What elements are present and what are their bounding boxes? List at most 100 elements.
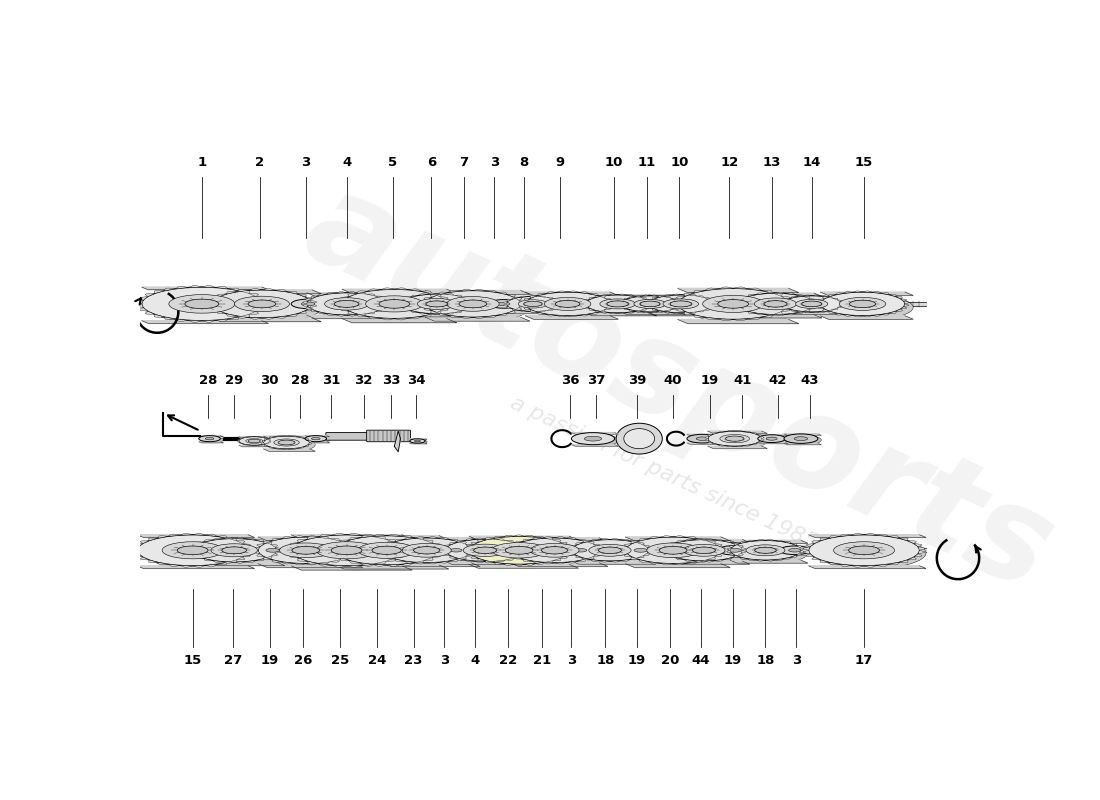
Polygon shape <box>597 310 605 312</box>
Polygon shape <box>742 431 750 433</box>
Ellipse shape <box>249 439 261 442</box>
Polygon shape <box>730 540 807 543</box>
Polygon shape <box>441 547 447 550</box>
Polygon shape <box>254 547 260 550</box>
Polygon shape <box>306 298 312 301</box>
Polygon shape <box>428 293 437 294</box>
Polygon shape <box>337 300 344 304</box>
Polygon shape <box>840 304 844 306</box>
Ellipse shape <box>544 298 591 310</box>
Polygon shape <box>205 540 213 542</box>
Polygon shape <box>757 539 766 541</box>
Polygon shape <box>306 536 318 538</box>
Polygon shape <box>620 550 627 554</box>
Polygon shape <box>471 556 478 558</box>
Polygon shape <box>469 536 579 540</box>
Text: 27: 27 <box>223 654 242 667</box>
Polygon shape <box>781 296 790 300</box>
Polygon shape <box>510 563 608 566</box>
Ellipse shape <box>720 546 755 556</box>
Polygon shape <box>647 550 652 553</box>
Polygon shape <box>249 311 258 314</box>
Polygon shape <box>368 317 381 319</box>
Polygon shape <box>236 290 249 292</box>
Polygon shape <box>618 304 621 306</box>
Polygon shape <box>385 304 390 307</box>
Text: 5: 5 <box>388 156 397 169</box>
Polygon shape <box>255 555 293 556</box>
Polygon shape <box>245 561 255 562</box>
Polygon shape <box>748 559 757 561</box>
Polygon shape <box>395 554 404 558</box>
Ellipse shape <box>784 434 818 443</box>
Polygon shape <box>264 449 316 451</box>
Ellipse shape <box>686 434 717 443</box>
Polygon shape <box>236 316 249 318</box>
Polygon shape <box>373 534 387 536</box>
Polygon shape <box>506 296 565 298</box>
Polygon shape <box>708 299 714 302</box>
Polygon shape <box>168 564 180 566</box>
Polygon shape <box>791 310 798 311</box>
Polygon shape <box>400 550 407 554</box>
Ellipse shape <box>221 294 321 322</box>
Polygon shape <box>646 299 651 302</box>
Polygon shape <box>559 302 562 304</box>
Polygon shape <box>572 433 618 434</box>
Ellipse shape <box>506 296 560 311</box>
Polygon shape <box>228 538 236 541</box>
Polygon shape <box>449 539 459 542</box>
Polygon shape <box>544 538 552 540</box>
Polygon shape <box>411 311 419 313</box>
Polygon shape <box>263 557 272 560</box>
Polygon shape <box>748 311 757 314</box>
Polygon shape <box>282 562 294 564</box>
Polygon shape <box>514 298 521 301</box>
Polygon shape <box>342 318 456 322</box>
Polygon shape <box>664 297 671 298</box>
Ellipse shape <box>352 294 456 322</box>
Ellipse shape <box>440 546 471 554</box>
Polygon shape <box>188 550 194 554</box>
Polygon shape <box>333 554 341 558</box>
Polygon shape <box>552 540 561 542</box>
Polygon shape <box>465 544 473 547</box>
Polygon shape <box>381 554 388 557</box>
Polygon shape <box>786 300 794 304</box>
Polygon shape <box>272 560 282 562</box>
Polygon shape <box>340 558 350 561</box>
Polygon shape <box>820 538 829 541</box>
Text: 3: 3 <box>792 654 801 667</box>
Polygon shape <box>139 308 147 311</box>
Polygon shape <box>305 445 309 446</box>
Polygon shape <box>223 562 234 563</box>
Polygon shape <box>134 543 143 547</box>
Polygon shape <box>402 294 480 297</box>
Text: 20: 20 <box>661 654 679 667</box>
Polygon shape <box>786 304 794 308</box>
Polygon shape <box>664 312 672 313</box>
Ellipse shape <box>488 299 519 308</box>
Polygon shape <box>366 294 375 296</box>
Polygon shape <box>779 554 813 556</box>
Ellipse shape <box>673 542 750 564</box>
Polygon shape <box>837 300 842 302</box>
Polygon shape <box>804 295 812 296</box>
FancyBboxPatch shape <box>366 430 410 442</box>
Polygon shape <box>382 538 480 542</box>
Ellipse shape <box>315 296 395 318</box>
Polygon shape <box>732 542 738 545</box>
Polygon shape <box>520 545 526 547</box>
Polygon shape <box>862 291 872 292</box>
Polygon shape <box>714 560 723 562</box>
Polygon shape <box>382 563 480 566</box>
Ellipse shape <box>459 300 486 308</box>
Polygon shape <box>697 538 707 541</box>
Polygon shape <box>535 562 544 565</box>
Polygon shape <box>255 558 264 561</box>
Ellipse shape <box>378 299 409 308</box>
Polygon shape <box>437 293 446 294</box>
Polygon shape <box>741 550 746 553</box>
Polygon shape <box>543 537 554 538</box>
Polygon shape <box>780 304 783 306</box>
